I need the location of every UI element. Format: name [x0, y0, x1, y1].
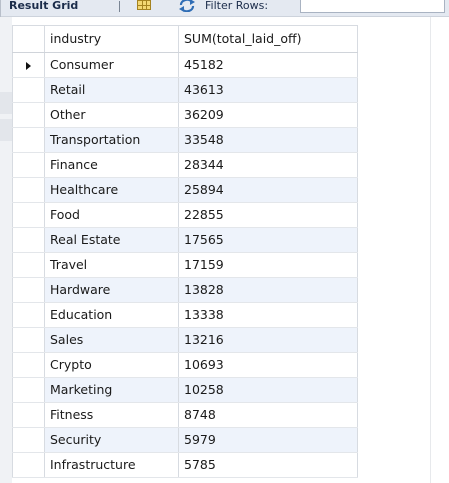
row-selector[interactable] — [12, 202, 45, 228]
table-row[interactable]: Sales 13216 — [12, 327, 358, 353]
row-selector[interactable] — [12, 152, 45, 178]
table-row[interactable]: Hardware 13828 — [12, 277, 358, 303]
sum-cell[interactable]: 5785 — [178, 452, 358, 478]
row-selector[interactable] — [12, 227, 45, 253]
table-row[interactable]: Retail 43613 — [12, 77, 358, 103]
row-selector[interactable] — [12, 127, 45, 153]
sum-cell[interactable]: 25894 — [178, 177, 358, 203]
table-row[interactable]: Finance 28344 — [12, 152, 358, 178]
row-selector[interactable] — [12, 452, 45, 478]
industry-cell[interactable]: Crypto — [44, 352, 179, 378]
sum-cell[interactable]: 36209 — [178, 102, 358, 128]
industry-cell[interactable]: Finance — [44, 152, 179, 178]
column-header-industry[interactable]: industry — [44, 25, 179, 53]
sum-cell[interactable]: 22855 — [178, 202, 358, 228]
table-row[interactable]: Other 36209 — [12, 102, 358, 128]
industry-cell[interactable]: Education — [44, 302, 179, 328]
sum-cell[interactable]: 17159 — [178, 252, 358, 278]
row-selector[interactable] — [12, 302, 45, 328]
table-row[interactable]: Security 5979 — [12, 427, 358, 453]
row-selector[interactable] — [12, 102, 45, 128]
table-row[interactable]: Healthcare 25894 — [12, 177, 358, 203]
industry-cell[interactable]: Transportation — [44, 127, 179, 153]
grid-right-edge — [430, 17, 431, 483]
toolbar-divider — [119, 1, 120, 12]
row-cursor-arrow-icon — [26, 61, 31, 70]
table-row[interactable]: Education 13338 — [12, 302, 358, 328]
row-selector[interactable] — [12, 252, 45, 278]
sum-cell[interactable]: 5979 — [178, 427, 358, 453]
filter-refresh-icon[interactable] — [178, 0, 196, 12]
industry-cell[interactable]: Marketing — [44, 377, 179, 403]
industry-cell[interactable]: Travel — [44, 252, 179, 278]
industry-cell[interactable]: Other — [44, 102, 179, 128]
left-gutter — [0, 17, 12, 483]
table-row[interactable]: Marketing 10258 — [12, 377, 358, 403]
toolbar-edge — [0, 0, 1, 17]
sum-cell[interactable]: 45182 — [178, 52, 358, 78]
industry-cell[interactable]: Healthcare — [44, 177, 179, 203]
row-selector[interactable] — [12, 352, 45, 378]
sum-cell[interactable]: 43613 — [178, 77, 358, 103]
filter-rows-input[interactable] — [300, 0, 445, 13]
table-row[interactable]: Consumer 45182 — [12, 52, 358, 78]
sum-cell[interactable]: 13216 — [178, 327, 358, 353]
row-selector[interactable] — [12, 402, 45, 428]
sum-cell[interactable]: 13828 — [178, 277, 358, 303]
result-grid[interactable]: industry SUM(total_laid_off) Consumer 45… — [12, 25, 358, 478]
table-row[interactable]: Transportation 33548 — [12, 127, 358, 153]
row-selector[interactable] — [12, 277, 45, 303]
result-grid-tab[interactable]: Result Grid — [9, 0, 79, 12]
sum-cell[interactable]: 8748 — [178, 402, 358, 428]
row-selector[interactable] — [12, 377, 45, 403]
row-selector[interactable] — [12, 327, 45, 353]
row-selector[interactable] — [12, 52, 45, 78]
grid-view-icon[interactable] — [137, 0, 151, 10]
sum-cell[interactable]: 13338 — [178, 302, 358, 328]
table-row[interactable]: Food 22855 — [12, 202, 358, 228]
industry-cell[interactable]: Fitness — [44, 402, 179, 428]
table-row[interactable]: Infrastructure 5785 — [12, 452, 358, 478]
industry-cell[interactable]: Hardware — [44, 277, 179, 303]
filter-rows-label: Filter Rows: — [205, 0, 269, 12]
sum-cell[interactable]: 33548 — [178, 127, 358, 153]
sum-cell[interactable]: 10258 — [178, 377, 358, 403]
header-row: industry SUM(total_laid_off) — [12, 25, 358, 53]
industry-cell[interactable]: Food — [44, 202, 179, 228]
row-selector[interactable] — [12, 77, 45, 103]
column-header-sum[interactable]: SUM(total_laid_off) — [178, 25, 358, 53]
row-selector[interactable] — [12, 427, 45, 453]
industry-cell[interactable]: Infrastructure — [44, 452, 179, 478]
gutter-shade — [0, 92, 12, 114]
table-row[interactable]: Travel 17159 — [12, 252, 358, 278]
industry-cell[interactable]: Sales — [44, 327, 179, 353]
industry-cell[interactable]: Security — [44, 427, 179, 453]
row-selector[interactable] — [12, 177, 45, 203]
sum-cell[interactable]: 28344 — [178, 152, 358, 178]
gutter-shade — [0, 119, 12, 141]
table-row[interactable]: Real Estate 17565 — [12, 227, 358, 253]
row-header-corner[interactable] — [12, 25, 45, 53]
table-row[interactable]: Crypto 10693 — [12, 352, 358, 378]
result-toolbar: Result Grid Filter Rows: — [0, 0, 449, 17]
sum-cell[interactable]: 17565 — [178, 227, 358, 253]
industry-cell[interactable]: Consumer — [44, 52, 179, 78]
table-row[interactable]: Fitness 8748 — [12, 402, 358, 428]
industry-cell[interactable]: Real Estate — [44, 227, 179, 253]
industry-cell[interactable]: Retail — [44, 77, 179, 103]
sum-cell[interactable]: 10693 — [178, 352, 358, 378]
